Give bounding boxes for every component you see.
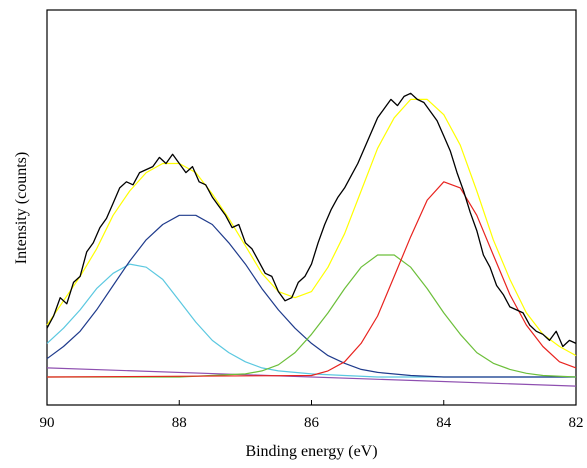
series-layer bbox=[46, 92, 577, 387]
red-peak-line bbox=[46, 181, 577, 378]
raw-data-line bbox=[46, 92, 577, 348]
x-tick-label: 90 bbox=[40, 415, 55, 431]
plot-frame bbox=[46, 9, 577, 406]
x-tick-label: 84 bbox=[436, 415, 452, 431]
blue-peak-line bbox=[46, 214, 576, 378]
green-peak-line bbox=[47, 254, 577, 378]
x-tick-label: 82 bbox=[569, 415, 584, 431]
x-axis-ticks: 90 88 86 84 82 bbox=[40, 400, 584, 431]
y-axis-title: Intensity (counts) bbox=[13, 152, 30, 264]
x-axis-title: Binding energy (eV) bbox=[245, 443, 377, 460]
x-tick-label: 88 bbox=[172, 415, 187, 431]
baseline-line bbox=[46, 367, 577, 387]
x-tick-label: 86 bbox=[304, 415, 320, 431]
envelope-fit-line bbox=[46, 98, 577, 357]
cyan-peak-line bbox=[46, 263, 576, 378]
